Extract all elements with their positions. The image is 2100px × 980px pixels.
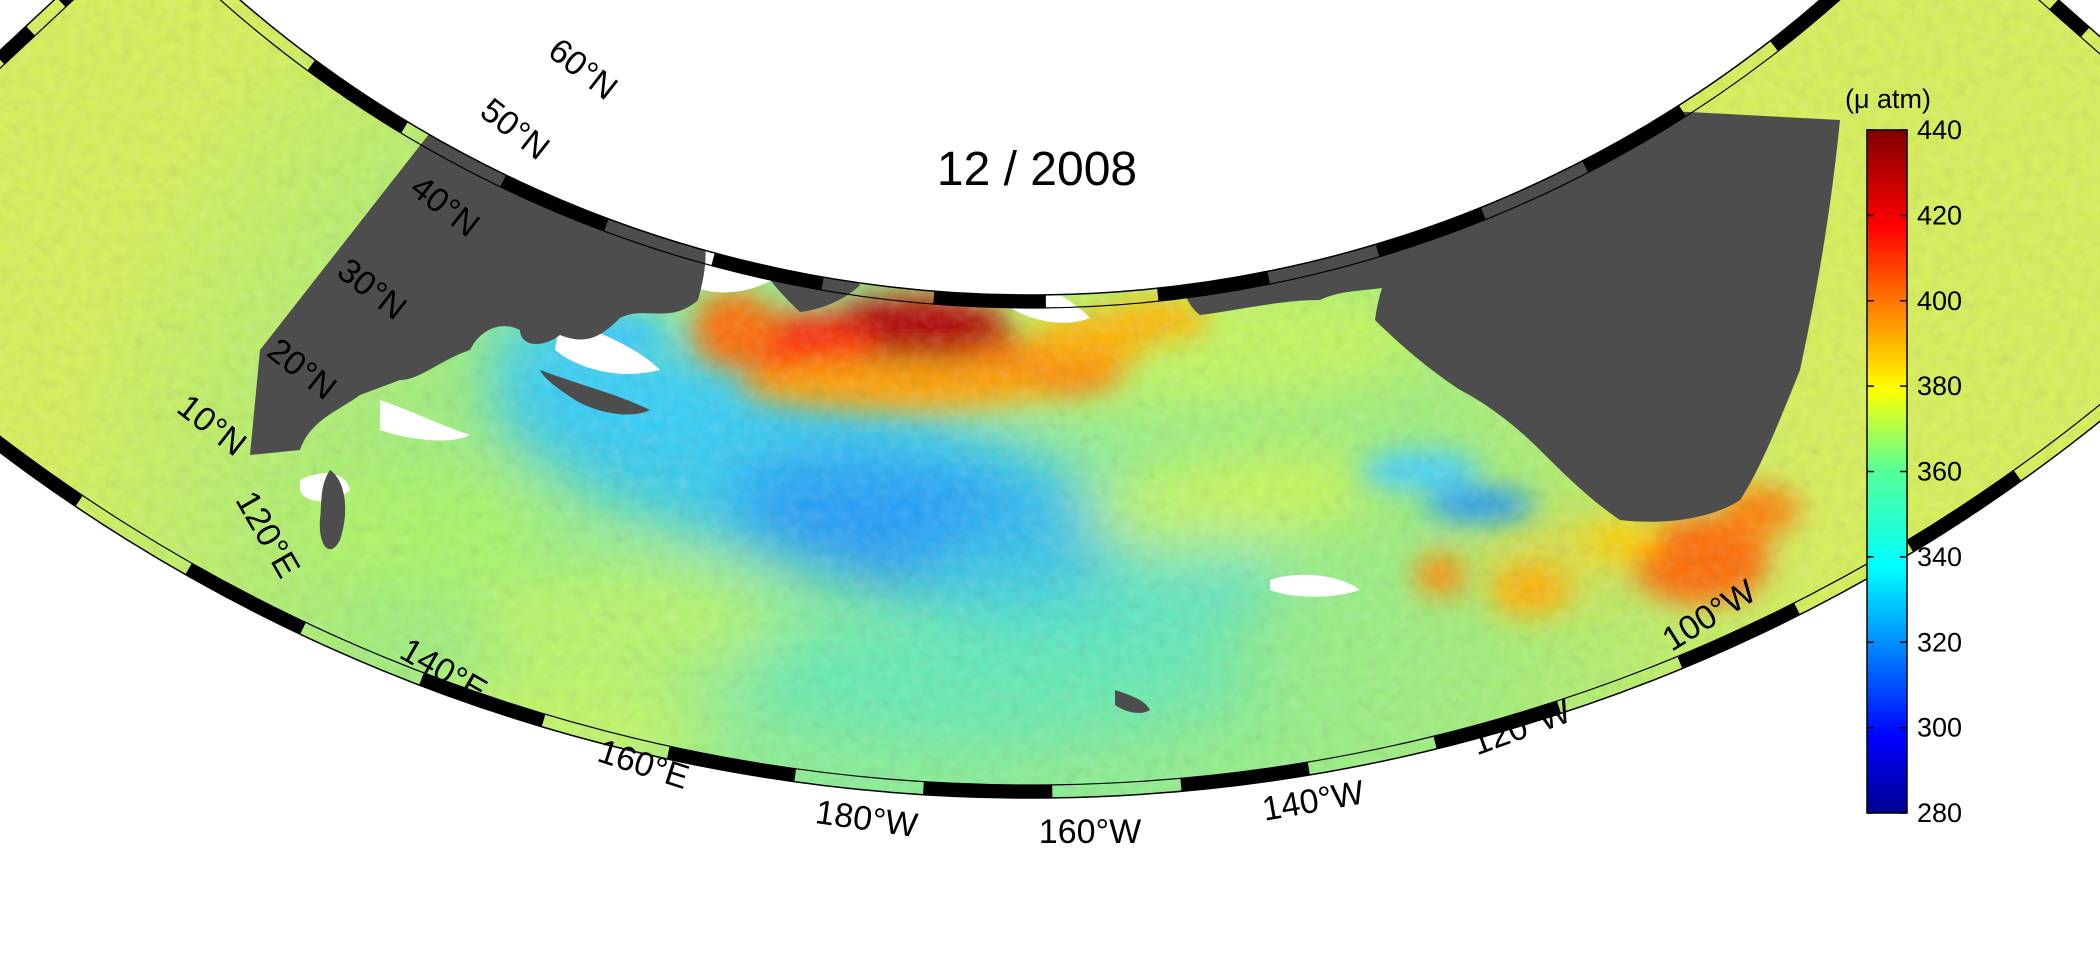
frame-tick-segment <box>419 672 546 727</box>
frame-tick-segment <box>711 253 824 291</box>
frame-tick-segment <box>1375 207 1486 257</box>
colorbar-tick-label: 360 <box>1917 457 1962 487</box>
frame-tick-segment <box>2049 0 2090 38</box>
frame-tick-segment <box>1157 271 1270 302</box>
frame-tick-segment <box>0 26 35 65</box>
frame-tick-segment <box>1906 470 2022 552</box>
colorbar-tick-label: 340 <box>1917 542 1962 572</box>
frame-tick-segment <box>666 746 797 782</box>
frame-tick-segment <box>500 175 609 232</box>
frame-edge-line <box>219 0 1841 309</box>
map-title: 12 / 2008 <box>937 143 1137 196</box>
colorbar-ticks: 440 420 400 380 360 340 320 300 280 <box>1867 115 1962 828</box>
frame-tick-segment <box>1582 105 1686 173</box>
lat-label-50n: 50°N <box>473 91 556 168</box>
land-philippines <box>319 470 346 550</box>
lon-label-160w: 160°W <box>1039 813 1141 851</box>
map-frame-ticks <box>0 0 2100 799</box>
frame-tick-segment <box>185 563 306 635</box>
lon-label-180w: 180°W <box>813 793 920 845</box>
colorbar-tick-label: 320 <box>1917 627 1962 657</box>
colorbar-tick-label: 440 <box>1917 115 1962 145</box>
colorbar-tick-label: 300 <box>1917 713 1962 743</box>
colorbar-tick-label: 380 <box>1917 371 1962 401</box>
frame-tick-segment <box>1677 602 1800 669</box>
colorbar-unit-label: (μ atm) <box>1845 84 1931 114</box>
colorbar-tick-label: 280 <box>1917 798 1962 828</box>
frame-tick-segment <box>59 0 74 8</box>
frame-tick-segment <box>1433 700 1562 749</box>
land-hawaii <box>1115 690 1150 713</box>
frame-tick-segment <box>933 291 1046 308</box>
colorbar-tick-label: 420 <box>1917 200 1962 230</box>
frame-tick-segment <box>1180 762 1310 792</box>
lon-label-140w: 140°W <box>1259 774 1366 829</box>
colorbar: (μ atm) 440 420 400 380 360 340 320 300 280 <box>1845 84 1962 828</box>
colorbar-tick-label: 400 <box>1917 286 1962 316</box>
lat-label-60n: 60°N <box>541 31 624 108</box>
frame-tick-segment <box>923 781 1053 799</box>
frame-tick-segment <box>0 436 83 507</box>
land-japan <box>540 370 650 415</box>
frame-tick-segment <box>307 60 408 134</box>
land-north-america <box>1375 100 1840 522</box>
frame-tick-segment <box>1770 0 1840 52</box>
frame-edge-line <box>0 403 2100 786</box>
